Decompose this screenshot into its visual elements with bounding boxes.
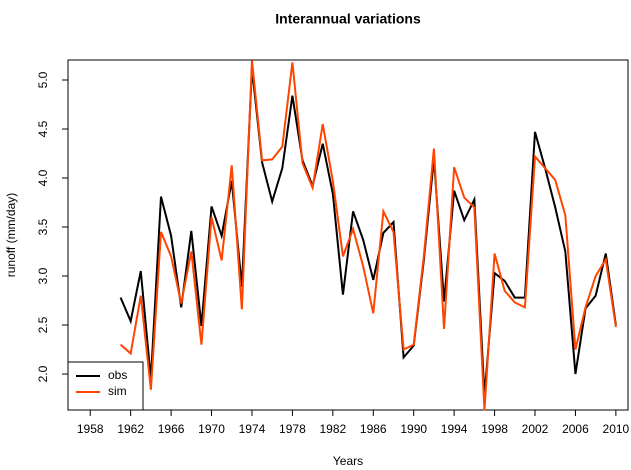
legend-box: [67, 361, 144, 411]
y-axis-label: runoff (mm/day): [4, 193, 18, 277]
y-tick-label: 3.0: [36, 267, 50, 284]
y-tick-label: 3.5: [36, 218, 50, 235]
y-tick-label: 2.0: [36, 365, 50, 382]
y-tick-label: 2.5: [36, 316, 50, 333]
chart-title: Interannual variations: [275, 11, 421, 27]
legend-label: obs: [108, 368, 127, 382]
y-tick-label: 4.5: [36, 120, 50, 137]
x-tick-label: 1966: [158, 422, 185, 436]
x-tick-label: 1974: [239, 422, 266, 436]
x-tick-label: 1998: [481, 422, 508, 436]
x-tick-label: 1958: [77, 422, 104, 436]
x-tick-label: 1982: [319, 422, 346, 436]
y-tick-label: 4.0: [36, 169, 50, 186]
x-axis-label: Years: [333, 454, 363, 468]
x-tick-label: 1962: [117, 422, 144, 436]
series-line: [119, 68, 617, 396]
x-tick-label: 1994: [441, 422, 468, 436]
series-line: [119, 60, 617, 411]
x-tick-label: 2010: [603, 422, 630, 436]
x-tick-label: 1986: [360, 422, 387, 436]
x-tick-label: 1990: [400, 422, 427, 436]
x-tick-label: 1978: [279, 422, 306, 436]
x-tick-label: 2002: [522, 422, 549, 436]
plot-frame: [67, 59, 629, 411]
legend-label: sim: [108, 384, 127, 398]
x-tick-label: 1970: [198, 422, 225, 436]
x-tick-label: 2006: [562, 422, 589, 436]
y-tick-label: 5.0: [36, 71, 50, 88]
